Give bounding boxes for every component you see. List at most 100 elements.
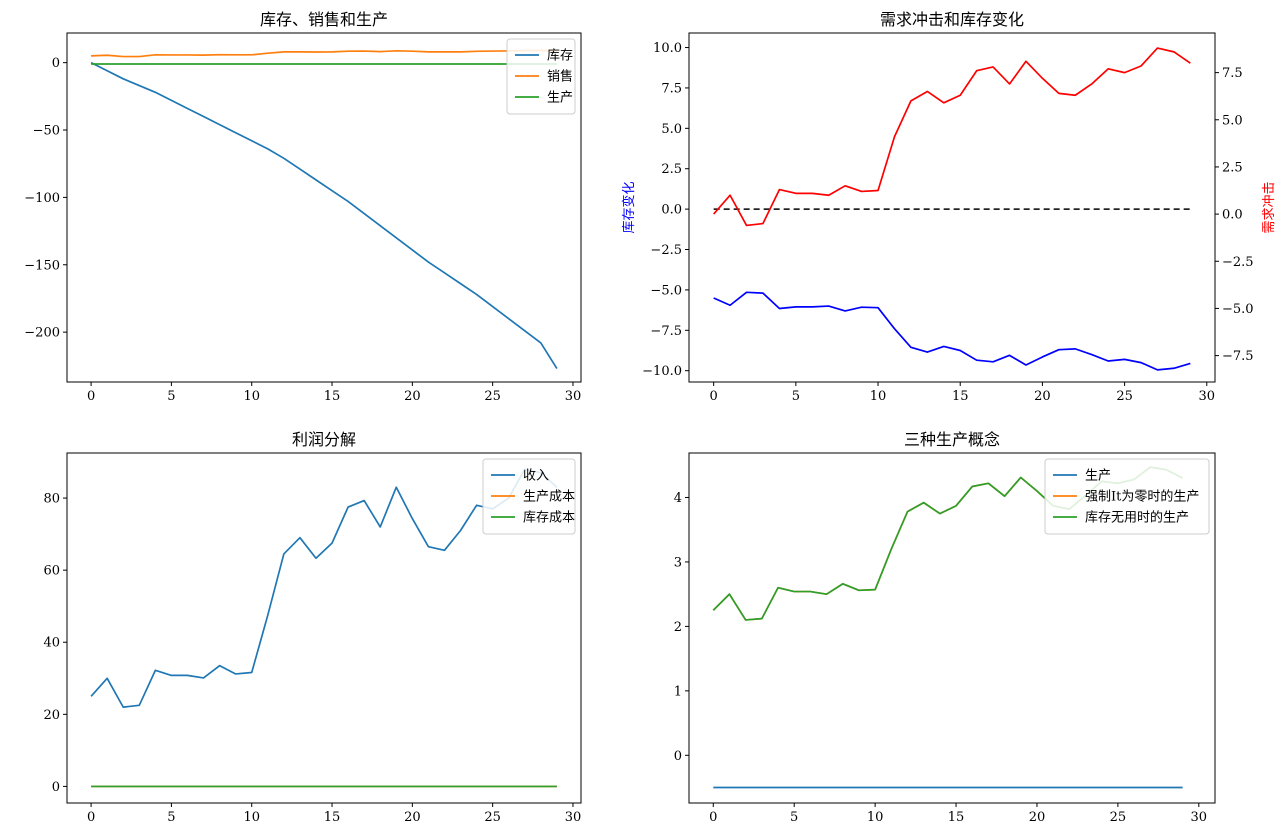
y-tick: 60 bbox=[43, 564, 67, 579]
y-axis-label-right: 需求冲击 bbox=[1262, 181, 1277, 233]
x-tick-label: 5 bbox=[167, 810, 175, 825]
y-tick-label: −100 bbox=[24, 191, 60, 206]
y-right-tick: 5.0 bbox=[1215, 113, 1243, 128]
legend-item: 库存无用时的生产 bbox=[1053, 510, 1189, 526]
x-tick-label: 30 bbox=[565, 389, 582, 404]
y-tick: 5.0 bbox=[661, 122, 689, 137]
legend-item: 库存成本 bbox=[491, 510, 575, 526]
x-tick: 5 bbox=[792, 382, 800, 404]
x-tick: 30 bbox=[1199, 382, 1216, 404]
y-right-tick: 7.5 bbox=[1215, 66, 1243, 81]
axes-frame bbox=[688, 32, 1216, 383]
axes-frame bbox=[688, 452, 1216, 804]
chart-title: 利润分解 bbox=[292, 430, 356, 449]
y-tick-label: 3 bbox=[674, 555, 682, 570]
y-tick: −50 bbox=[33, 124, 67, 139]
y-tick-label: 2 bbox=[674, 620, 682, 635]
x-tick-label: 15 bbox=[948, 810, 965, 825]
x-tick-label: 20 bbox=[1034, 389, 1051, 404]
y-tick: 0 bbox=[52, 56, 67, 71]
x-tick: 10 bbox=[867, 803, 883, 825]
legend-label: 强制It为零时的生产 bbox=[1085, 489, 1199, 505]
y-tick: 80 bbox=[43, 492, 67, 507]
y-axis-label-left: 库存变化 bbox=[621, 181, 637, 233]
x-tick: 25 bbox=[484, 382, 501, 404]
x-tick: 25 bbox=[1110, 803, 1127, 825]
x-tick-label: 0 bbox=[709, 810, 717, 825]
y-tick: −10.0 bbox=[642, 364, 689, 379]
y-tick: 2 bbox=[674, 620, 689, 635]
x-tick-label: 0 bbox=[710, 389, 718, 404]
x-tick: 30 bbox=[565, 382, 582, 404]
y-tick-label: −5.0 bbox=[650, 283, 682, 298]
y-tick-label: 0 bbox=[52, 56, 60, 71]
x-tick: 25 bbox=[1116, 382, 1133, 404]
x-tick: 5 bbox=[167, 803, 176, 825]
y-tick-label: −7.5 bbox=[650, 324, 682, 339]
x-tick: 10 bbox=[870, 382, 887, 404]
y-tick: −2.5 bbox=[650, 243, 689, 258]
plot-area bbox=[713, 47, 1191, 371]
chart-title: 需求冲击和库存变化 bbox=[880, 10, 1024, 29]
x-tick-label: 10 bbox=[870, 389, 887, 404]
x-tick-label: 5 bbox=[167, 389, 175, 404]
y-tick-label: 2.5 bbox=[661, 162, 682, 177]
y-tick: 3 bbox=[674, 555, 689, 570]
legend-label: 生产 bbox=[547, 91, 573, 106]
x-tick-label: 25 bbox=[1116, 389, 1133, 404]
y-right-tick: 2.5 bbox=[1215, 160, 1243, 175]
legend-label: 库存 bbox=[547, 48, 573, 64]
y-tick-label: −150 bbox=[24, 258, 60, 273]
x-tick-label: 10 bbox=[243, 389, 260, 404]
x-tick: 15 bbox=[324, 803, 341, 825]
y-right-tick-label: −5.0 bbox=[1222, 302, 1254, 317]
x-tick-label: 0 bbox=[87, 389, 95, 404]
plot-area bbox=[90, 49, 558, 369]
x-tick: 5 bbox=[167, 382, 176, 404]
y-tick-label: −10.0 bbox=[642, 364, 682, 379]
legend-item: 库存 bbox=[515, 48, 573, 64]
x-tick: 20 bbox=[1029, 803, 1045, 825]
x-tick-label: 15 bbox=[324, 810, 341, 825]
y-tick: −200 bbox=[24, 326, 67, 341]
y-tick: 4 bbox=[674, 491, 689, 506]
x-tick: 0 bbox=[87, 803, 95, 825]
y-tick: 10.0 bbox=[653, 41, 689, 56]
y-tick: −7.5 bbox=[650, 324, 689, 339]
y-right-tick: −5.0 bbox=[1215, 302, 1254, 317]
chart-title: 三种生产概念 bbox=[904, 430, 1000, 449]
x-tick-label: 25 bbox=[484, 389, 501, 404]
x-tick-label: 10 bbox=[243, 810, 260, 825]
y-right-tick: −2.5 bbox=[1215, 255, 1254, 270]
x-tick: 10 bbox=[243, 382, 260, 404]
x-tick-label: 25 bbox=[1110, 810, 1127, 825]
y-tick-label: −200 bbox=[24, 326, 60, 341]
legend-label: 销售 bbox=[547, 69, 573, 85]
y-right-tick: −7.5 bbox=[1215, 349, 1254, 364]
y-tick-label: 7.5 bbox=[661, 81, 682, 96]
y-right-tick-label: 5.0 bbox=[1222, 113, 1243, 128]
x-tick: 0 bbox=[709, 803, 717, 825]
y-tick: 1 bbox=[674, 684, 689, 699]
x-tick: 5 bbox=[790, 803, 798, 825]
axes-frame bbox=[66, 452, 582, 804]
x-tick-label: 30 bbox=[1191, 810, 1208, 825]
y-tick: −100 bbox=[24, 191, 67, 206]
chart-panel-2: 需求冲击和库存变化 0 5 10 15 20 25 30 10.0 7.5 5.0 2.5 0.0 −2.… bbox=[621, 10, 1277, 404]
x-tick-label: 30 bbox=[1199, 389, 1216, 404]
y-right-tick-label: 2.5 bbox=[1222, 160, 1243, 175]
x-tick: 0 bbox=[87, 382, 95, 404]
y-tick-label: 0 bbox=[674, 749, 682, 764]
series-line-1 bbox=[90, 468, 558, 708]
legend-item: 强制It为零时的生产 bbox=[1053, 489, 1199, 505]
x-tick-label: 5 bbox=[792, 389, 800, 404]
legend-item: 销售 bbox=[515, 69, 573, 85]
legend-item: 生产成本 bbox=[491, 490, 575, 505]
y-tick-label: 80 bbox=[43, 492, 60, 507]
y-tick-label: −50 bbox=[33, 124, 60, 139]
y-tick: 0 bbox=[674, 749, 689, 764]
y-tick: 2.5 bbox=[661, 162, 689, 177]
